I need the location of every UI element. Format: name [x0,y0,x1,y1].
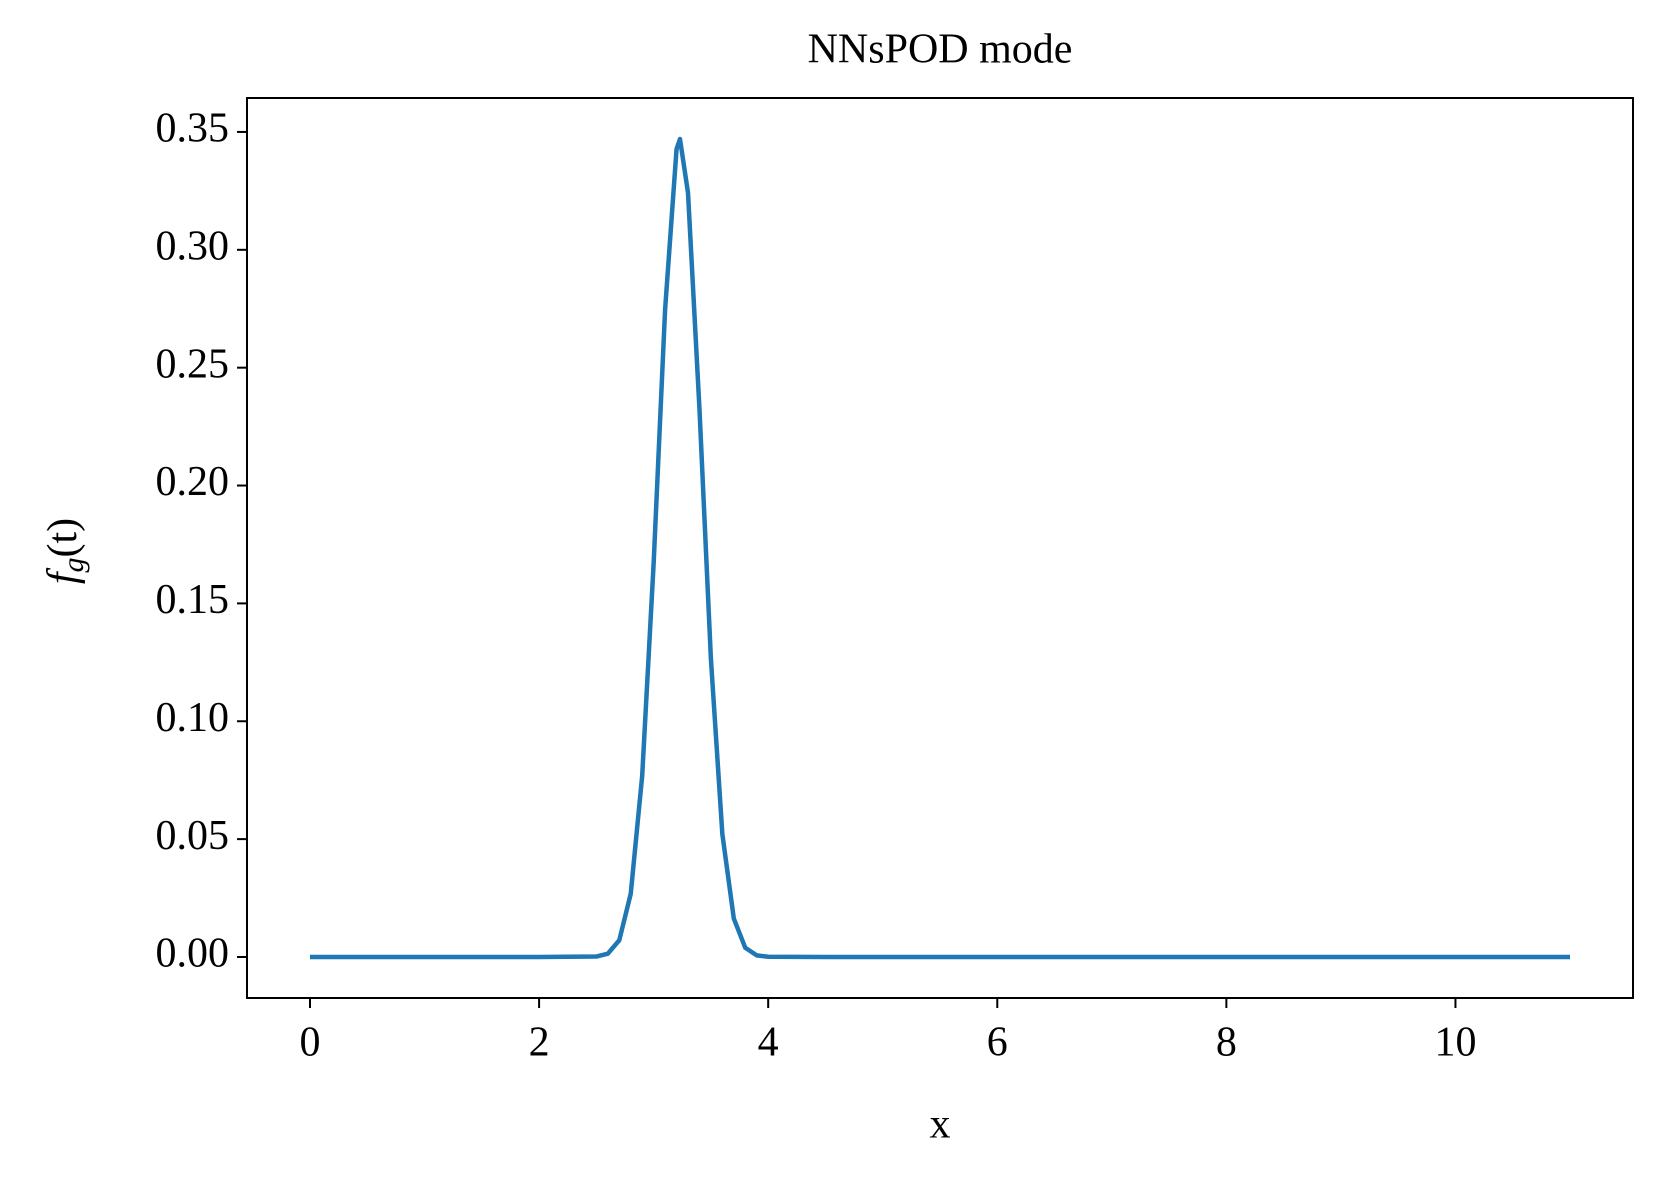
x-tick-label: 10 [1434,1020,1476,1066]
y-tick-label: 0.10 [156,695,230,741]
y-tick-label: 0.05 [156,813,230,859]
y-label-sub: g [57,557,90,572]
y-tick-label: 0.15 [156,577,230,623]
x-tick-label: 4 [758,1020,779,1066]
x-tick-label: 6 [987,1020,1008,1066]
x-tick-label: 8 [1216,1020,1237,1066]
y-tick-label: 0.25 [156,341,230,387]
x-tick-label: 2 [529,1020,550,1066]
axes-frame [246,97,1634,999]
y-tick-label: 0.00 [156,931,230,977]
data-line [310,136,1570,960]
y-label-rest: (t) [40,518,86,558]
y-tick-label: 0.30 [156,223,230,269]
y-tick-label: 0.20 [156,459,230,505]
x-axis-label: x [930,1102,951,1148]
y-axis-label: fg(t) [40,518,90,584]
chart-title: NNsPOD mode [808,27,1073,73]
y-tick-label: 0.35 [156,106,230,152]
x-tick-label: 0 [300,1020,321,1066]
